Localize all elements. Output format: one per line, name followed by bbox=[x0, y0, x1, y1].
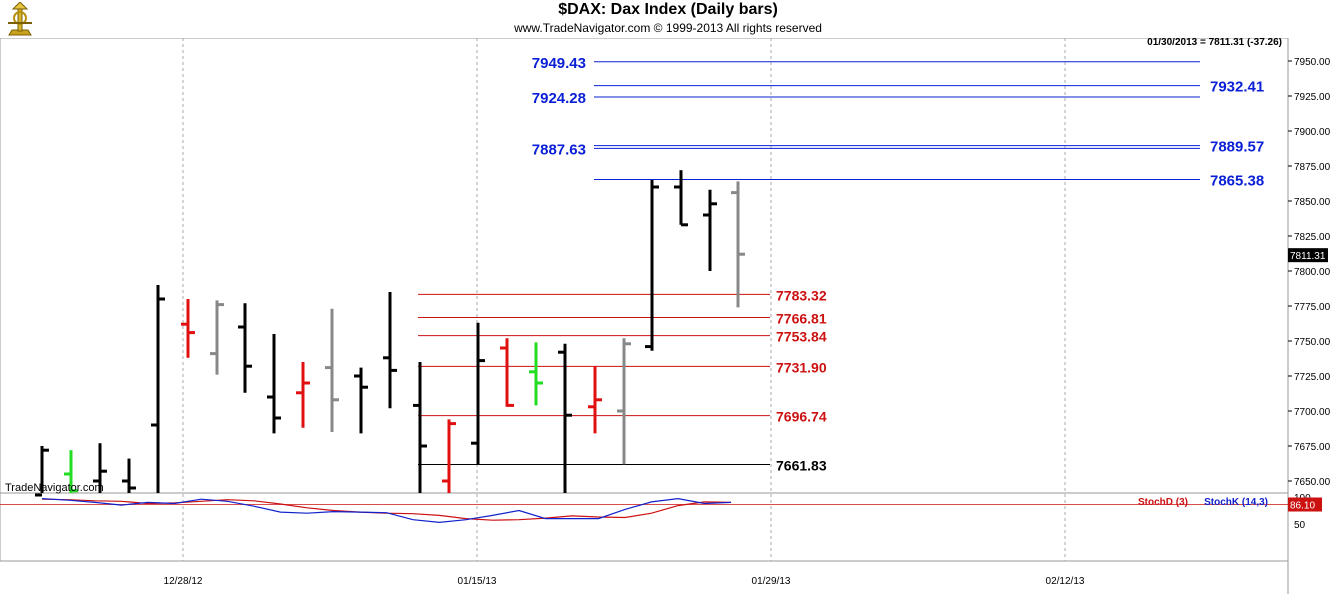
ohlc-bar bbox=[296, 362, 310, 428]
copyright-subtitle: www.TradeNavigator.com © 1999-2013 All r… bbox=[514, 21, 822, 35]
price-tick-label: 7825.00 bbox=[1294, 232, 1331, 243]
ohlc-bar bbox=[558, 343, 572, 493]
quote-readout: 01/30/2013 = 7811.31 (-37.26) bbox=[1147, 38, 1282, 48]
ohlc-bar bbox=[442, 419, 456, 493]
dax-chart-area[interactable]: 7949.43 7932.41 7924.28 7889.57 7887.63 7865.… bbox=[0, 38, 1336, 594]
level-label: 7661.83 bbox=[776, 457, 827, 473]
watermark: TradeNavigator.com bbox=[5, 482, 104, 494]
ohlc-bar bbox=[181, 299, 195, 358]
ohlc-bar bbox=[617, 338, 631, 465]
price-tick-label: 7725.00 bbox=[1294, 372, 1331, 383]
ohlc-bar bbox=[93, 443, 107, 493]
level-label: 7783.32 bbox=[776, 287, 827, 303]
level-label: 7753.84 bbox=[776, 329, 827, 345]
indicator-tick-label: 50 bbox=[1294, 520, 1306, 531]
price-tick-label: 7875.00 bbox=[1294, 162, 1331, 173]
ohlc-bar bbox=[325, 308, 339, 432]
level-label: 7731.90 bbox=[776, 359, 827, 375]
price-tick-label: 7750.00 bbox=[1294, 337, 1331, 348]
legend-stochd: StochD (3) bbox=[1138, 497, 1188, 508]
ohlc-bar bbox=[731, 181, 745, 308]
price-pane-frame bbox=[0, 38, 1289, 494]
ohlc-bar bbox=[383, 292, 397, 409]
date-tick-label: 02/12/13 bbox=[1046, 576, 1085, 587]
ohlc-bar bbox=[645, 180, 659, 351]
indicator-pane-frame bbox=[0, 492, 1289, 562]
date-tick-label: 01/29/13 bbox=[752, 576, 791, 587]
price-tick-label: 7950.00 bbox=[1294, 57, 1331, 68]
price-tick-label: 7925.00 bbox=[1294, 92, 1331, 103]
ohlc-bar bbox=[674, 170, 688, 227]
last-price-tag-text: 7811.31 bbox=[1290, 251, 1326, 262]
indicator-value-tag bbox=[1288, 497, 1322, 512]
date-axis: 12/28/12 01/15/13 01/29/13 02/12/13 bbox=[164, 576, 1085, 587]
ohlc-bar bbox=[238, 303, 252, 393]
ohlc-bar bbox=[529, 342, 543, 406]
price-tick-label: 7900.00 bbox=[1294, 127, 1331, 138]
ohlc-bar bbox=[122, 458, 136, 493]
price-tick-label: 7675.00 bbox=[1294, 442, 1331, 453]
level-label: 7932.41 bbox=[1210, 79, 1264, 96]
legend-stochk: StochK (14,3) bbox=[1204, 497, 1268, 508]
level-label: 7887.63 bbox=[532, 141, 586, 158]
ohlc-bar bbox=[64, 450, 78, 493]
ohlc-bars bbox=[35, 170, 745, 497]
date-tick-label: 01/15/13 bbox=[458, 576, 497, 587]
price-tick-label: 7700.00 bbox=[1294, 407, 1331, 418]
level-label: 7889.57 bbox=[1210, 139, 1264, 156]
ohlc-bar bbox=[267, 334, 281, 434]
level-label: 7949.43 bbox=[532, 55, 586, 72]
chart-header: $DAX: Dax Index (Daily bars) www.TradeNa… bbox=[0, 0, 1336, 38]
tradenavigator-logo-icon[interactable] bbox=[2, 1, 38, 41]
level-label: 7766.81 bbox=[776, 310, 827, 326]
ohlc-bar bbox=[35, 446, 49, 497]
price-tick-label: 7775.00 bbox=[1294, 302, 1331, 313]
ohlc-bar bbox=[500, 338, 514, 407]
ohlc-bar bbox=[471, 322, 485, 465]
price-tick-label: 7800.00 bbox=[1294, 267, 1331, 278]
ohlc-bar bbox=[354, 367, 368, 434]
price-tick-label: 7650.00 bbox=[1294, 477, 1331, 488]
ohlc-bar bbox=[588, 366, 602, 434]
last-price-tag bbox=[1288, 248, 1328, 263]
date-tick-label: 12/28/12 bbox=[164, 576, 203, 587]
ohlc-bar bbox=[151, 285, 165, 493]
price-axis: 7650.00 7675.00 7700.00 7725.00 7750.00 7775.… bbox=[1288, 57, 1331, 531]
level-label: 7865.38 bbox=[1210, 172, 1264, 189]
ohlc-bar bbox=[703, 189, 717, 271]
stochastic-lines: StochD (3) StochK (14,3) bbox=[0, 497, 1288, 524]
ohlc-bar bbox=[210, 300, 224, 375]
indicator-value-tag-text: 86.10 bbox=[1290, 501, 1315, 512]
level-label: 7696.74 bbox=[776, 409, 827, 425]
stochastic-series-line bbox=[41, 497, 732, 524]
price-tick-label: 7850.00 bbox=[1294, 197, 1331, 208]
chart-title: $DAX: Dax Index (Daily bars) bbox=[558, 1, 778, 18]
level-label: 7924.28 bbox=[532, 90, 586, 107]
ohlc-bar bbox=[413, 362, 427, 493]
